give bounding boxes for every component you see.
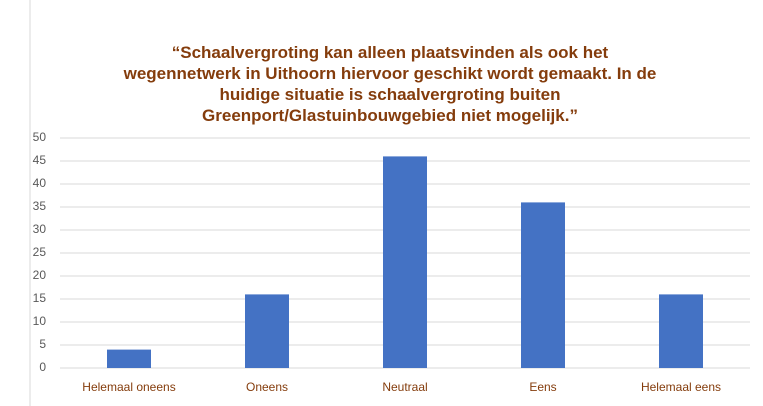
y-tick-label: 35	[33, 199, 47, 213]
bar	[107, 349, 151, 368]
bar	[521, 202, 565, 368]
y-tick-label: 10	[33, 314, 47, 328]
y-tick-label: 25	[33, 245, 47, 259]
bar	[383, 156, 427, 368]
y-tick-label: 0	[39, 360, 46, 374]
x-tick-label: Helemaal eens	[641, 380, 721, 394]
y-tick-label: 50	[33, 130, 47, 144]
chart-title: “Schaalvergroting kan alleen plaatsvinde…	[123, 43, 657, 125]
y-tick-label: 5	[39, 337, 46, 351]
y-tick-label: 15	[33, 291, 47, 305]
x-tick-label: Helemaal oneens	[82, 380, 175, 394]
y-tick-label: 20	[33, 268, 47, 282]
x-tick-label: Eens	[529, 380, 556, 394]
y-tick-label: 45	[33, 153, 47, 167]
x-tick-label: Oneens	[246, 380, 288, 394]
y-tick-label: 30	[33, 222, 47, 236]
y-tick-label: 40	[33, 176, 47, 190]
x-tick-label: Neutraal	[382, 380, 427, 394]
bar	[245, 294, 289, 368]
bar	[659, 294, 703, 368]
